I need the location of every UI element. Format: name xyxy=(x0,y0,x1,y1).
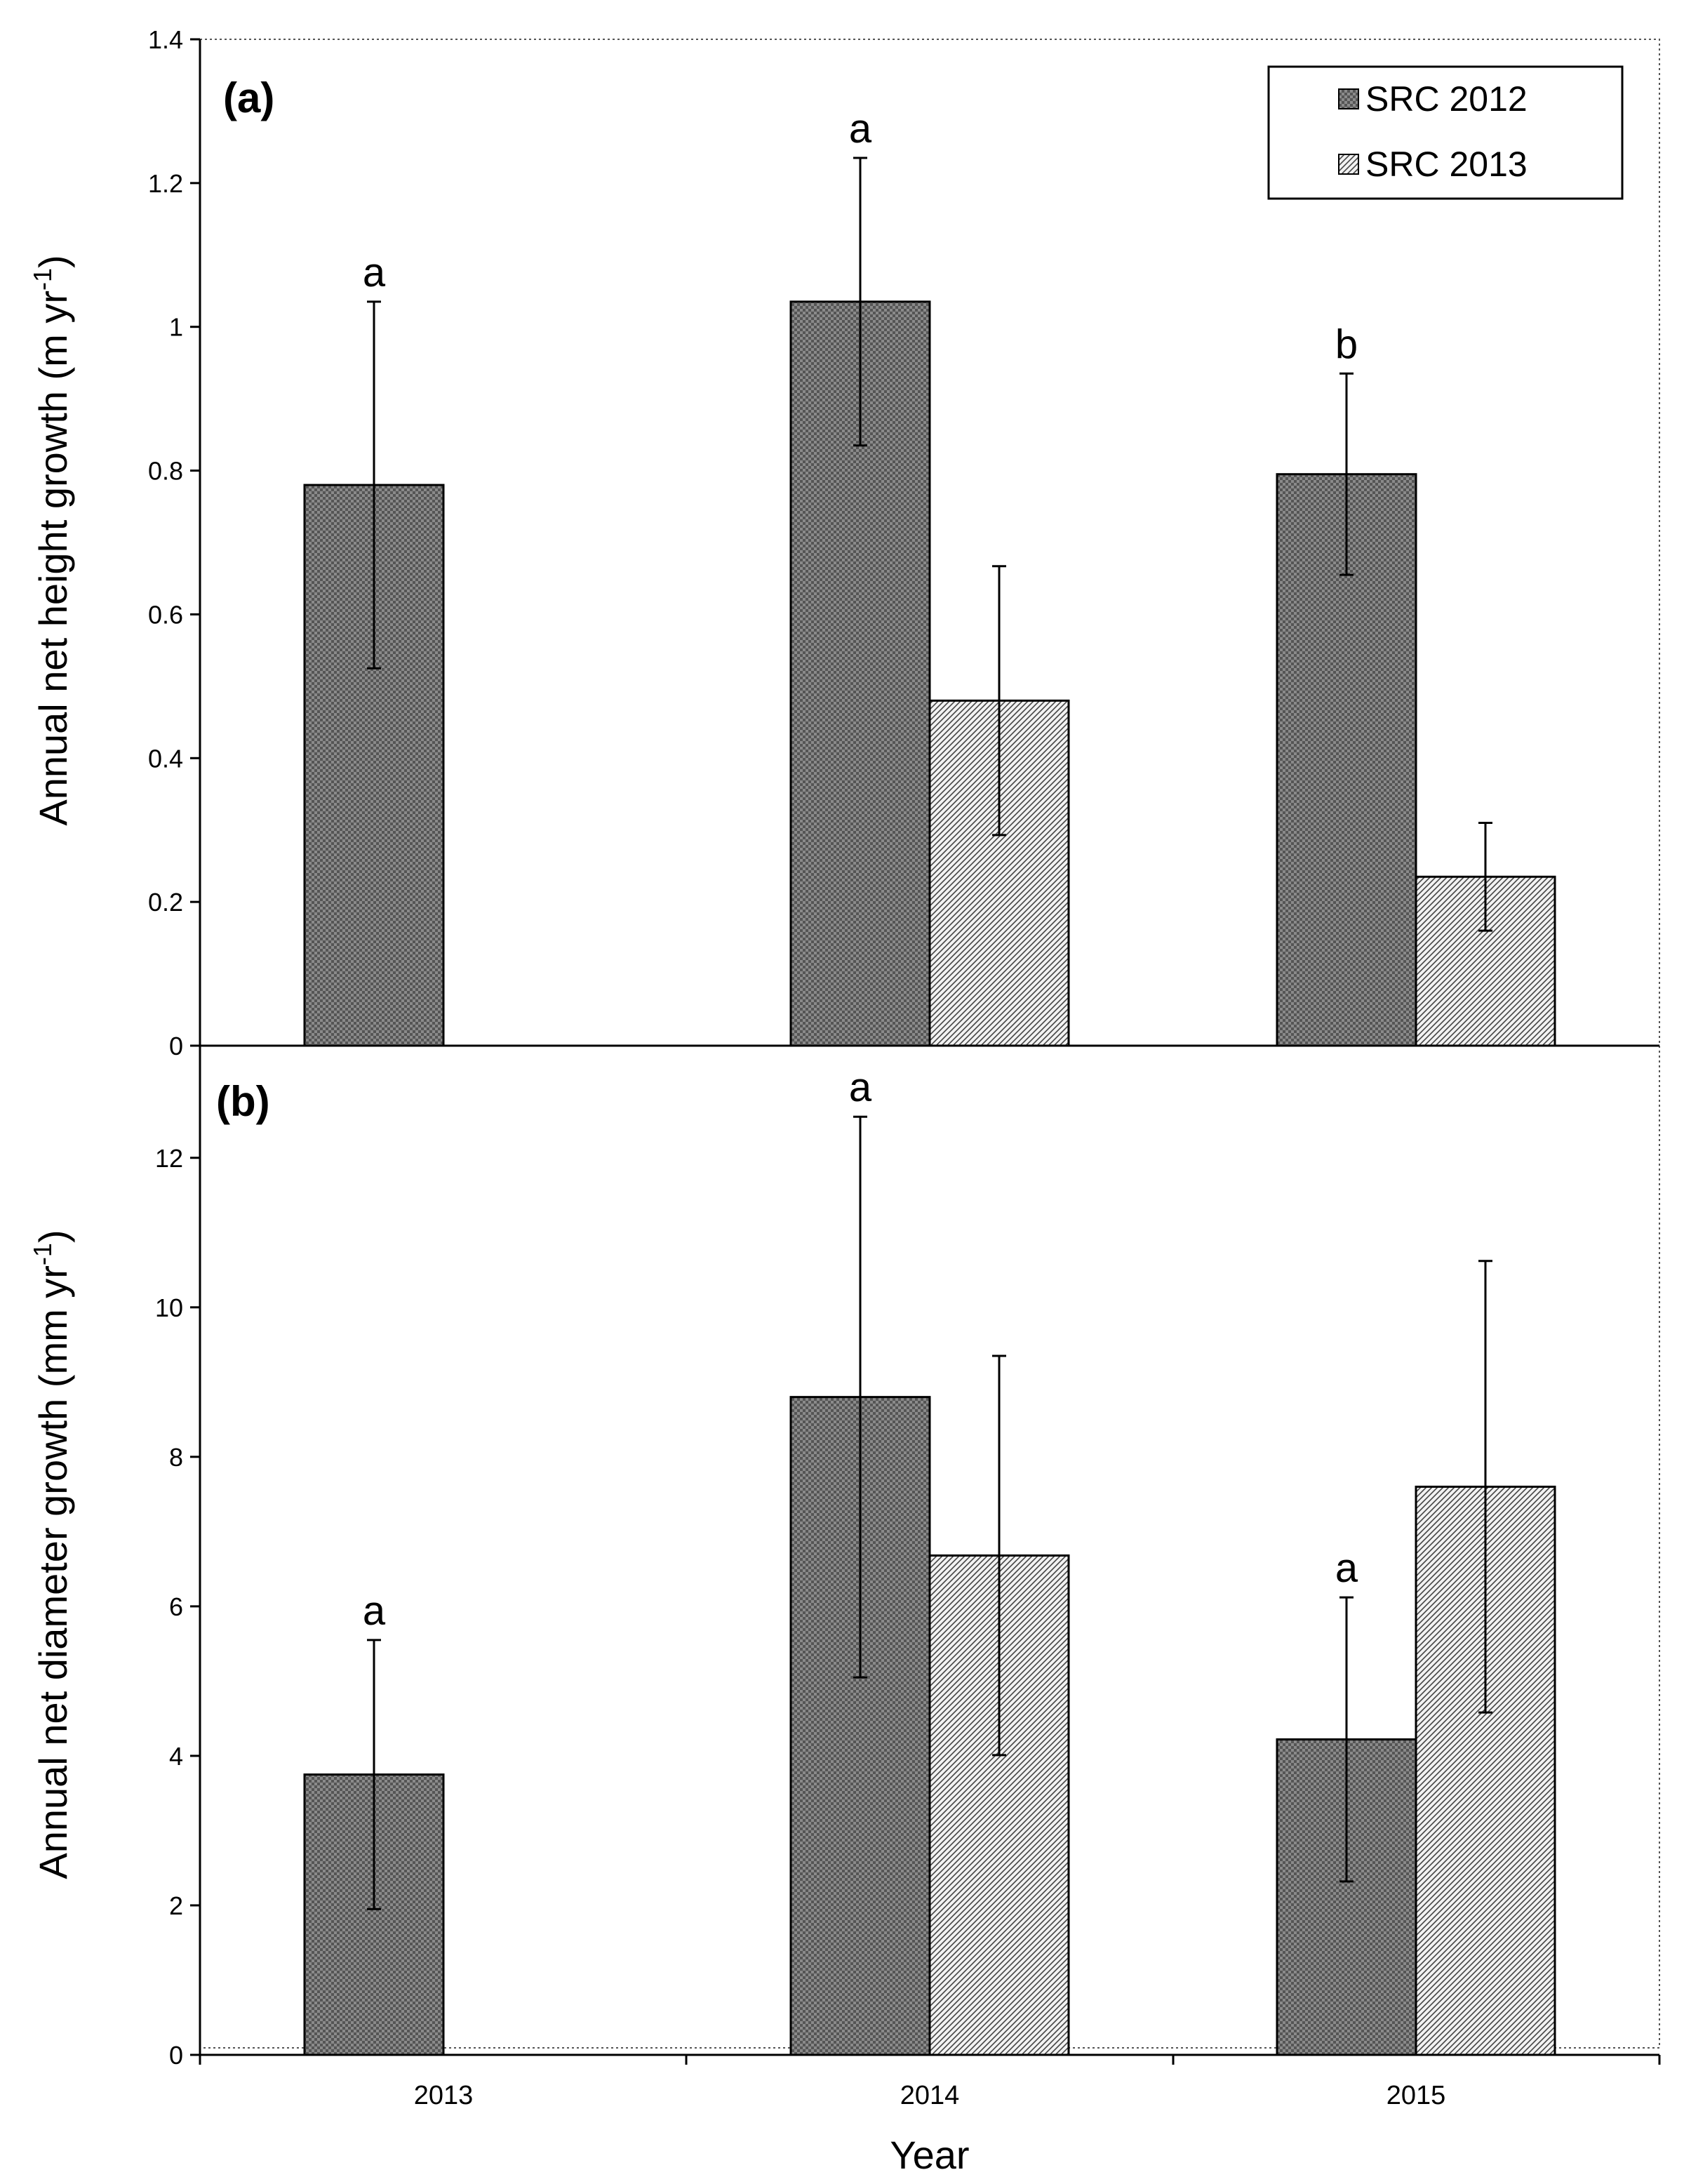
panel-b-bars xyxy=(303,1396,1556,2056)
panel-a-label: (a) xyxy=(223,74,274,121)
panel-a: 0 0.2 0.4 0.6 0.8 1 1.2 1.4 a a b (a) Annual net … xyxy=(28,25,1659,1060)
panel-b-significance-letters: a a a xyxy=(363,1065,1358,1634)
legend-label-src-2012: SRC 2012 xyxy=(1365,79,1528,119)
panel-a-y-tick-label: 0 xyxy=(169,1032,183,1060)
panel-b: 0 2 4 6 8 10 12 a a a 2013 2014 2015 (b) Annual ne… xyxy=(28,1046,1661,2177)
panel-a-y-tick-label: 0.8 xyxy=(148,457,183,486)
panel-a-bars xyxy=(303,300,1556,1047)
significance-letter: a xyxy=(1335,1545,1358,1591)
error-bar-src-2013-2014 xyxy=(992,1354,1006,1757)
panel-b-y-tick-label: 12 xyxy=(155,1144,183,1173)
panel-a-ylabel: Annual net height growth (m yr-1) xyxy=(28,255,75,825)
error-bar-src-2012-2013 xyxy=(367,300,381,670)
panel-a-y-tick-label: 0.4 xyxy=(148,744,183,773)
panel-b-y-tick-label: 8 xyxy=(169,1443,183,1472)
panel-b-label: (b) xyxy=(216,1078,270,1125)
significance-letter: b xyxy=(1335,321,1358,367)
error-bar-src-2012-2014 xyxy=(853,157,867,447)
panel-b-y-tick-label: 4 xyxy=(169,1742,183,1771)
panel-b-y-tick-label: 0 xyxy=(169,2041,183,2070)
significance-letter: a xyxy=(849,106,872,152)
significance-letter: a xyxy=(363,1588,386,1634)
error-bar-src-2012-2014 xyxy=(853,1115,867,1679)
significance-letter: a xyxy=(849,1065,872,1110)
error-bar-src-2013-2015 xyxy=(1478,821,1492,932)
panel-a-significance-letters: a a b xyxy=(363,106,1358,367)
panel-a-y-tick-label: 1 xyxy=(169,313,183,342)
error-bar-src-2013-2015 xyxy=(1478,1260,1492,1714)
x-tick-label-2013: 2013 xyxy=(414,2081,474,2110)
error-bar-src-2012-2015 xyxy=(1339,1596,1354,1883)
panel-a-y-tick-label: 0.6 xyxy=(148,600,183,629)
panel-b-error-bars xyxy=(367,1115,1492,1910)
error-bar-src-2012-2015 xyxy=(1339,372,1354,576)
legend-swatch-src-2013 xyxy=(1338,154,1359,175)
error-bar-src-2013-2014 xyxy=(992,565,1006,837)
legend-box xyxy=(1267,65,1624,200)
significance-letter: a xyxy=(363,250,386,295)
legend-label-src-2013: SRC 2013 xyxy=(1365,145,1528,184)
panel-b-x-tick-labels: 2013 2014 2015 xyxy=(414,2081,1446,2110)
panel-a-y-tick-label: 0.2 xyxy=(148,888,183,917)
error-bar-src-2012-2013 xyxy=(367,1639,381,1910)
x-tick-label-2014: 2014 xyxy=(900,2081,960,2110)
panel-b-y-tick-label: 2 xyxy=(169,1891,183,1920)
panel-a-y-tick-label: 1.2 xyxy=(148,169,183,198)
legend: SRC 2012 SRC 2013 xyxy=(1267,65,1624,200)
legend-swatch-src-2012 xyxy=(1338,88,1359,109)
panel-b-y-tick-label: 6 xyxy=(169,1592,183,1621)
x-axis-title: Year xyxy=(890,2133,969,2177)
panel-a-error-bars xyxy=(367,157,1492,932)
x-tick-label-2015: 2015 xyxy=(1386,2081,1446,2110)
panel-a-y-tick-label: 1.4 xyxy=(148,25,183,54)
panel-b-y-tick-label: 10 xyxy=(155,1293,183,1322)
panel-b-ylabel: Annual net diameter growth (mm yr-1) xyxy=(28,1230,75,1879)
